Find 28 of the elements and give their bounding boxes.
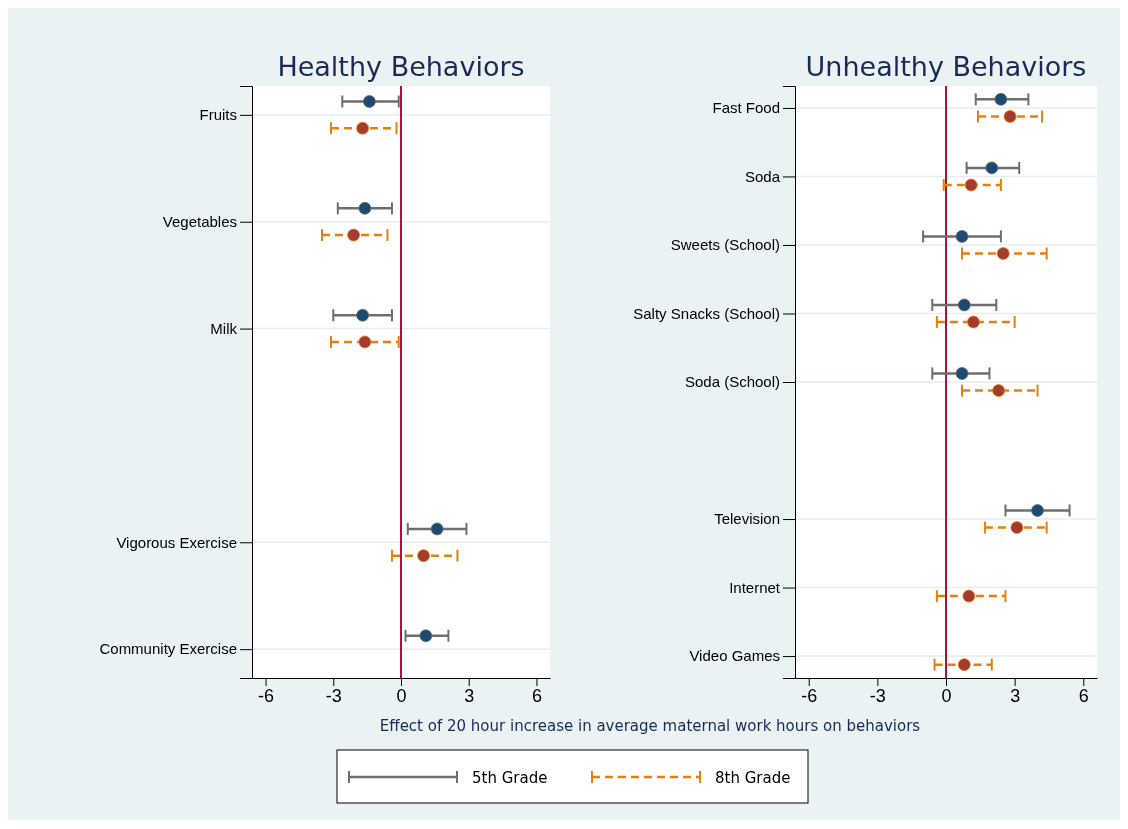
y-tick-label: Soda [744, 167, 781, 185]
x-axis-title: Effect of 20 hour increase in average maternal work hours on behaviors [379, 717, 921, 735]
y-tick-label: Salty Snacks (School) [633, 304, 780, 322]
x-tick-label: 6 [1078, 685, 1089, 706]
y-tick-label: Fast Food [712, 99, 780, 117]
y-tick-label: Vegetables [162, 213, 237, 231]
y-tick-label: Internet [729, 578, 781, 596]
x-tick-label: 0 [396, 685, 407, 706]
y-tick-label: Sweets (School) [670, 236, 780, 254]
y-tick-label: Vigorous Exercise [116, 533, 237, 551]
x-tick-label: 3 [1010, 685, 1021, 706]
x-tick-label: -6 [801, 685, 818, 706]
x-tick-label: 6 [531, 685, 542, 706]
chart-title: Unhealthy Behaviors [805, 51, 1087, 82]
y-tick-label: Milk [210, 319, 238, 337]
x-tick-label: 0 [941, 685, 952, 706]
x-tick-label: -3 [869, 685, 886, 706]
y-tick-label: Soda (School) [684, 373, 780, 391]
legend-label: 5th Grade [472, 769, 548, 787]
x-tick-label: 3 [464, 685, 475, 706]
x-tick-label: -3 [325, 685, 342, 706]
y-tick-label: Fruits [199, 106, 237, 124]
legend-label: 8th Grade [715, 769, 791, 787]
y-tick-label: Community Exercise [99, 640, 237, 658]
chart-title: Healthy Behaviors [277, 51, 525, 82]
y-tick-label: Television [714, 510, 780, 528]
y-tick-label: Video Games [689, 647, 780, 665]
x-tick-label: -6 [258, 685, 275, 706]
